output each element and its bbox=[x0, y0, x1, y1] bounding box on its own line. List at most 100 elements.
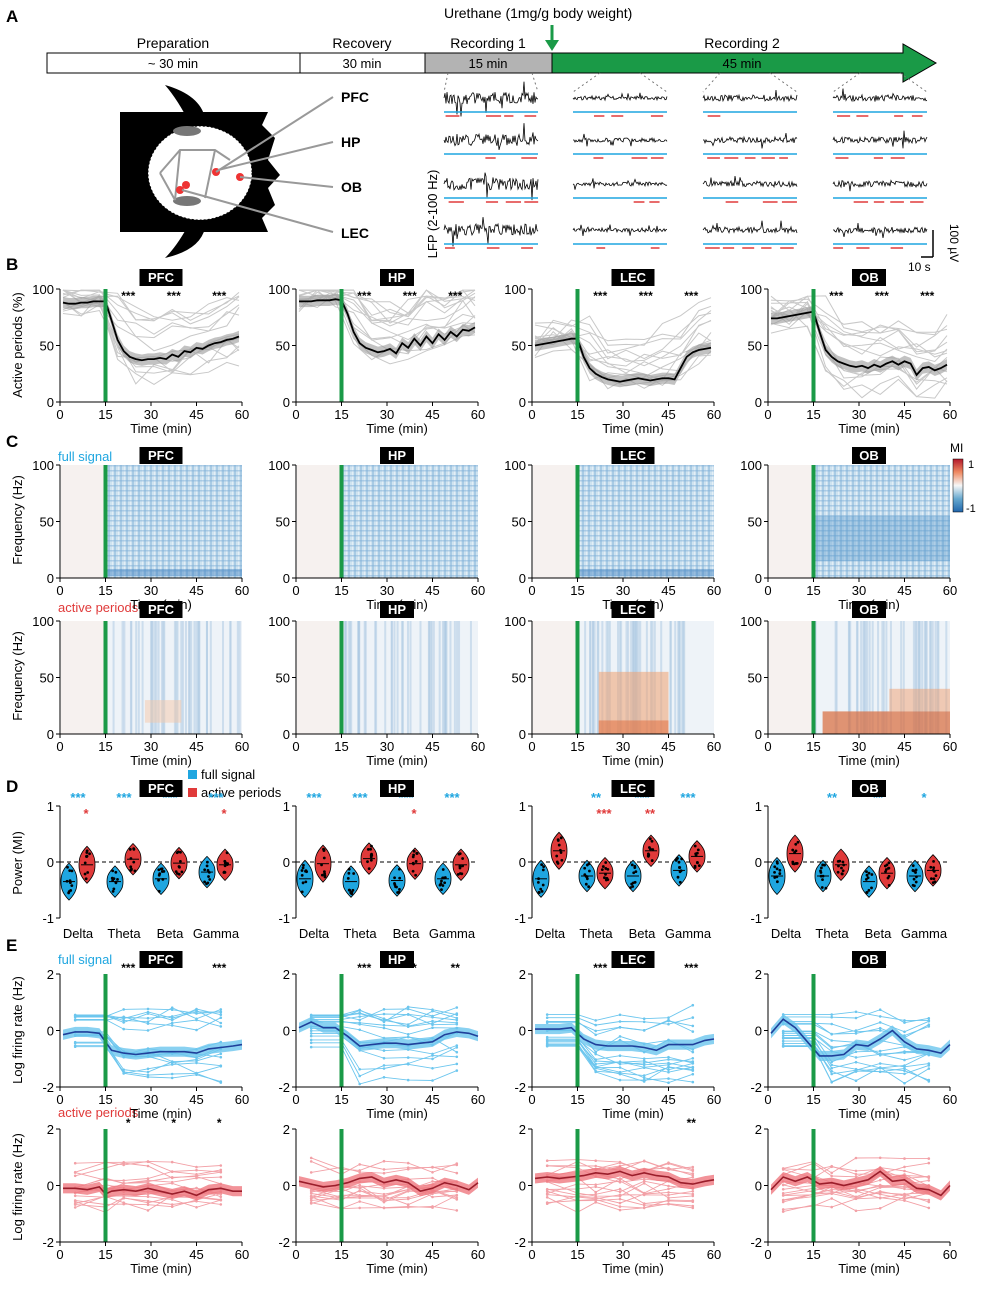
d-ylabel: Power (MI) bbox=[10, 831, 25, 895]
d-point bbox=[412, 849, 416, 853]
d-point bbox=[222, 871, 226, 874]
d-point bbox=[83, 872, 87, 876]
c-heat-warm bbox=[144, 700, 182, 723]
d-point bbox=[680, 857, 684, 861]
d-point bbox=[540, 889, 544, 893]
d-point bbox=[540, 863, 544, 867]
e-mean-line bbox=[298, 1176, 479, 1193]
c-xlabel: Time (min) bbox=[602, 753, 664, 768]
d-point bbox=[157, 868, 161, 872]
e-ob-ytick-label: -2 bbox=[750, 1235, 762, 1250]
e-pfc-xtick-label: 60 bbox=[235, 1092, 249, 1107]
c-xlabel: Time (min) bbox=[130, 753, 192, 768]
d-point bbox=[179, 859, 182, 863]
d-point bbox=[821, 878, 824, 881]
d-point bbox=[588, 869, 591, 873]
e-star: *** bbox=[212, 961, 226, 975]
d-point bbox=[443, 876, 447, 879]
c-heat-stripe bbox=[393, 621, 396, 734]
d-point bbox=[584, 882, 588, 886]
c-heat-stripe bbox=[137, 621, 140, 734]
b-individual-trace bbox=[770, 309, 948, 388]
e-ob-ytick-label: 2 bbox=[755, 1122, 762, 1137]
e-ob-ytick-label: 0 bbox=[755, 1024, 762, 1039]
d-point bbox=[537, 877, 540, 881]
d-point bbox=[887, 861, 891, 865]
c-heat-band bbox=[577, 568, 714, 576]
b-pfc-ytick-label: 0 bbox=[47, 395, 54, 410]
d-star-full: ** bbox=[873, 790, 884, 805]
b-ob-xtick-label: 45 bbox=[897, 407, 911, 422]
d-point bbox=[541, 883, 545, 887]
b-lec-xtick-label: 60 bbox=[707, 407, 721, 422]
e-mean-line bbox=[63, 1186, 242, 1197]
d-point bbox=[887, 866, 890, 870]
lfp-trace bbox=[702, 176, 798, 189]
c-heat-stripe bbox=[396, 621, 399, 734]
d-point bbox=[206, 869, 210, 872]
c-heat-stripe bbox=[444, 621, 447, 734]
d-point bbox=[931, 881, 935, 885]
b-individual-trace bbox=[770, 300, 948, 353]
e-sem-band bbox=[771, 1014, 950, 1062]
panel-d-plots: ****Delta***Theta***Beta****Gamma-101PFC… bbox=[42, 780, 950, 941]
e-sem-band bbox=[535, 1166, 714, 1190]
c-heat-stripe bbox=[193, 621, 196, 734]
c-title-bg bbox=[380, 447, 414, 464]
d-point bbox=[633, 866, 637, 869]
d-point bbox=[70, 884, 74, 888]
d-point bbox=[867, 871, 871, 875]
e-pfc-ytick-label: 0 bbox=[47, 1179, 54, 1194]
d-point bbox=[824, 886, 828, 890]
e-lec-ytick-label: 0 bbox=[519, 1179, 526, 1194]
d-point bbox=[205, 860, 209, 864]
d-point bbox=[439, 882, 443, 886]
lfp-trace bbox=[443, 81, 538, 117]
c-heat-stripe bbox=[917, 621, 920, 734]
c-heat-stripe bbox=[856, 621, 859, 734]
c-heat-stripe bbox=[150, 621, 153, 734]
d-point bbox=[175, 851, 179, 855]
d-point bbox=[836, 870, 840, 874]
panel-letter-a: A bbox=[6, 7, 18, 26]
b-individual-trace bbox=[62, 289, 240, 321]
c-heat-stripe bbox=[350, 621, 353, 734]
b-ob-xtick-label: 15 bbox=[806, 407, 820, 422]
scale-t-label: 10 s bbox=[908, 260, 931, 274]
d-point bbox=[914, 871, 917, 874]
c-lec-xtick-label: 0 bbox=[528, 739, 535, 754]
b-lec-xtick-label: 0 bbox=[528, 407, 535, 422]
d-point bbox=[301, 881, 305, 885]
b-individual-trace bbox=[534, 305, 712, 345]
c-heat-stripe bbox=[347, 621, 350, 734]
e-mean-line bbox=[534, 1170, 715, 1185]
d-point bbox=[366, 860, 369, 864]
d-point bbox=[84, 877, 88, 881]
d-category-label: Gamma bbox=[429, 926, 476, 941]
b-individual-trace bbox=[62, 289, 240, 335]
e-hp-ytick-label: 0 bbox=[283, 1179, 290, 1194]
region-label-pfc: PFC bbox=[341, 89, 369, 105]
b-lec-xtick-label: 45 bbox=[661, 407, 675, 422]
d-star-full: *** bbox=[116, 790, 132, 805]
d-point bbox=[322, 856, 326, 860]
b-hp-ytick-label: 0 bbox=[283, 395, 290, 410]
c-heat-overlay bbox=[341, 465, 478, 578]
d-point bbox=[207, 870, 211, 874]
d-point bbox=[791, 848, 795, 852]
b-title-bg bbox=[611, 269, 655, 286]
e-pfc-xtick-label: 0 bbox=[56, 1247, 63, 1262]
d-point bbox=[929, 877, 933, 881]
d-point bbox=[696, 848, 700, 852]
d-point bbox=[865, 870, 868, 874]
e-ob-xtick-label: 60 bbox=[943, 1092, 957, 1107]
c-ylabel-top: Frequency (Hz) bbox=[10, 475, 25, 565]
d-point bbox=[69, 889, 73, 892]
c-heat-stripe bbox=[683, 621, 686, 734]
c-title: LEC bbox=[620, 602, 647, 617]
d-point bbox=[177, 872, 181, 876]
b-lec-xtick-label: 15 bbox=[570, 407, 584, 422]
d-point bbox=[461, 864, 465, 868]
